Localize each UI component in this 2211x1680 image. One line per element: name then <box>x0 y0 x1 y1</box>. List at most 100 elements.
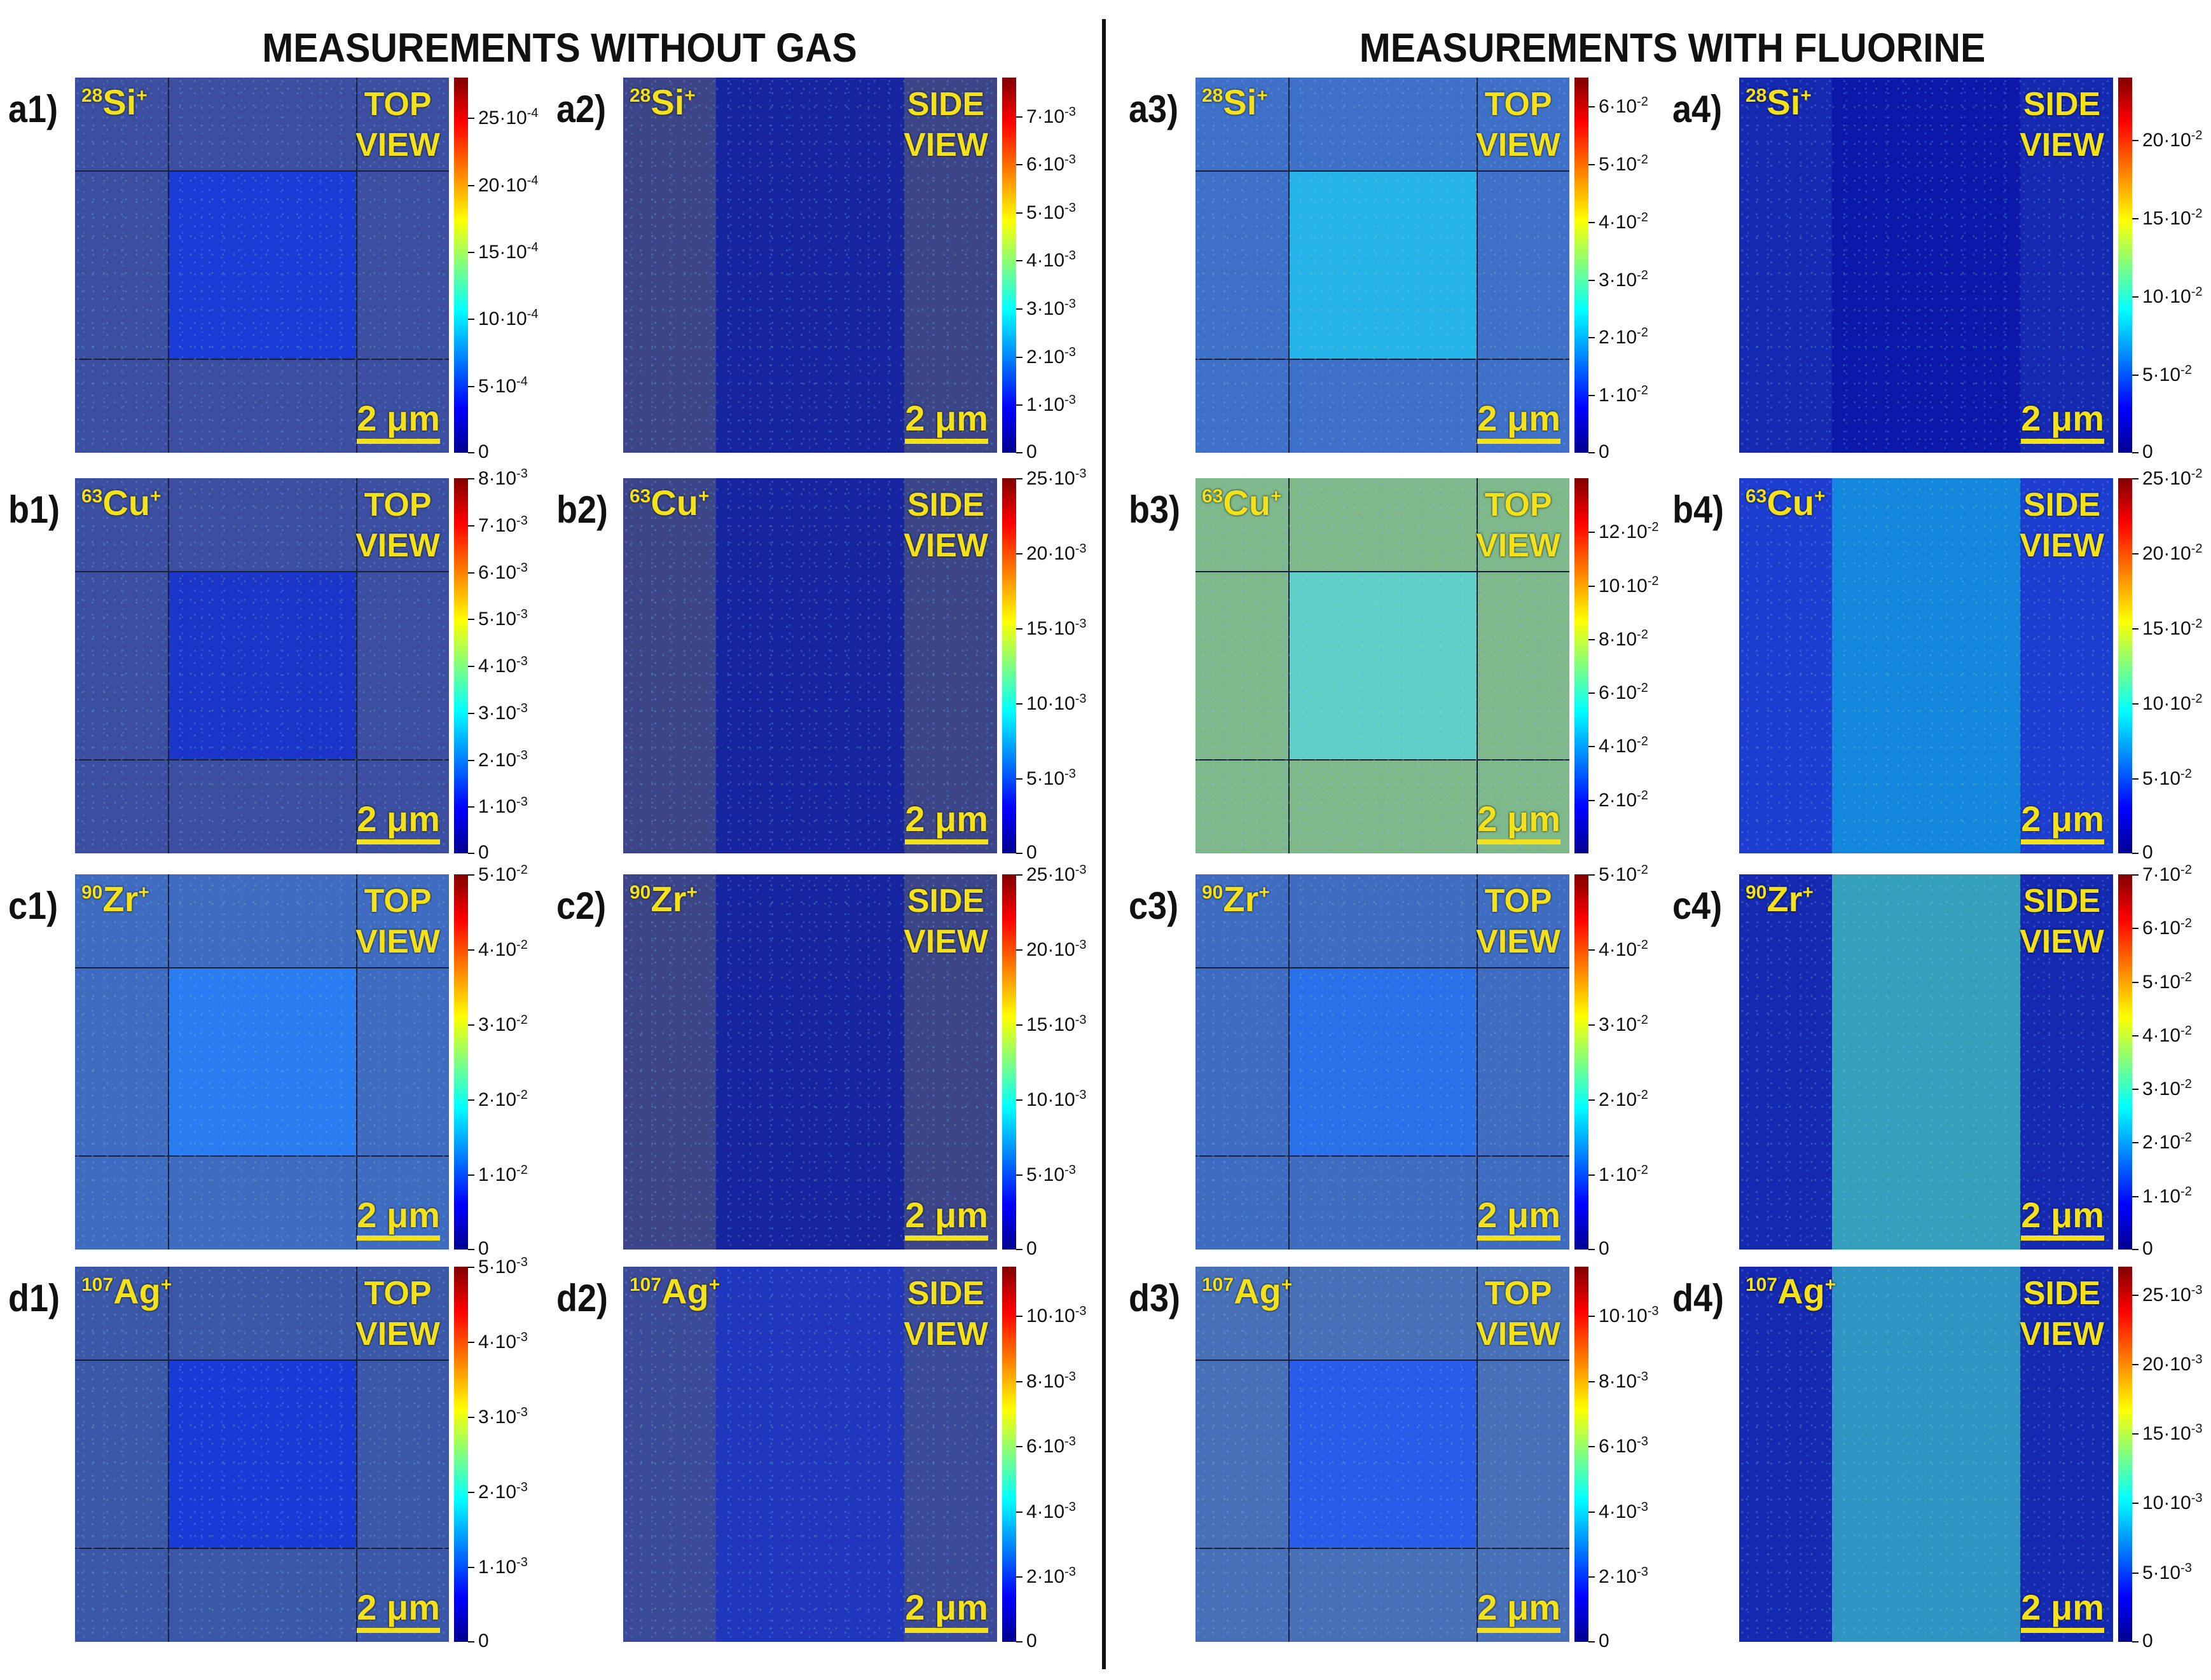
colorbar-tick-a1: 10·10-4 <box>468 307 539 330</box>
colorbar-tick-a3: 6·10-2 <box>1588 95 1648 118</box>
panel-label-b2: b2) <box>556 488 608 531</box>
colorbar-tick-d2: 8·10-3 <box>1016 1370 1076 1393</box>
view-label-b2: SIDE VIEW <box>904 485 988 566</box>
tick-value: 25·10 <box>478 107 527 129</box>
tick-value: 2·10 <box>1599 1566 1637 1588</box>
colorbar-tick-c4: 0 <box>2132 1238 2153 1260</box>
ion-label-d1: 107Ag+ <box>81 1270 172 1312</box>
scale-label: 2 μm <box>2021 1587 2104 1627</box>
ion-charge: + <box>698 486 710 507</box>
colorbar-tick-a1: 5·10-4 <box>468 375 528 397</box>
colorbar-tick-b3: 10·10-2 <box>1588 574 1659 597</box>
tick-exponent: -2 <box>1637 210 1648 224</box>
tick-exponent: -2 <box>1647 520 1659 535</box>
tick-value: 6·10 <box>1599 682 1637 704</box>
scale-bar-b2: 2 μm <box>905 798 988 844</box>
noise-texture <box>623 478 997 853</box>
colorbar-tick-b3: 4·10-2 <box>1588 734 1648 757</box>
panel-label-d2: d2) <box>556 1277 608 1319</box>
ion-mass: 90 <box>81 882 103 903</box>
ion-mass: 90 <box>1746 882 1767 903</box>
scale-line <box>357 1628 440 1633</box>
tick-value: 4·10 <box>2142 1024 2181 1046</box>
noise-texture <box>1195 874 1569 1250</box>
ion-label-b3: 63Cu+ <box>1202 482 1282 523</box>
scale-line <box>2021 439 2104 444</box>
grid-line-h <box>1195 967 1569 968</box>
tick-exponent: -3 <box>516 607 528 622</box>
view-word: VIEW <box>904 923 988 960</box>
tick-exponent: -2 <box>2180 916 2192 931</box>
tick-value: 0 <box>478 842 489 863</box>
tick-exponent: -2 <box>2180 1184 2192 1199</box>
colorbar-c2 <box>1002 874 1016 1250</box>
ion-charge: + <box>1271 486 1282 507</box>
ion-mass: 63 <box>81 486 103 507</box>
colorbar-tick-c4: 6·10-2 <box>2132 916 2192 939</box>
tick-exponent: -3 <box>1064 104 1076 119</box>
tick-value: 10·10 <box>2142 286 2191 308</box>
tick-exponent: -2 <box>1637 1163 1648 1177</box>
panel-label-a4: a4) <box>1672 88 1723 130</box>
noise-texture <box>1739 1267 2113 1642</box>
tick-value: 6·10 <box>1026 154 1065 176</box>
view-label-c1: TOP VIEW <box>355 881 440 962</box>
view-label-a4: SIDE VIEW <box>2020 84 2104 165</box>
map-image-d4: 107Ag+ SIDE VIEW 2 μm <box>1739 1267 2113 1642</box>
tick-value: 0 <box>1026 1238 1037 1259</box>
tick-value: 5·10 <box>478 609 517 630</box>
scale-line <box>905 439 988 444</box>
tick-exponent: -3 <box>1637 1435 1648 1449</box>
tick-exponent: -3 <box>516 560 528 575</box>
colorbar-tick-a4: 15·10-2 <box>2132 207 2203 230</box>
scale-line <box>905 839 988 844</box>
ion-mass: 107 <box>1746 1274 1778 1295</box>
grid-line-v <box>1477 478 1478 853</box>
tick-value: 5·10 <box>1026 1164 1065 1185</box>
analysis-square-b1 <box>168 571 356 759</box>
scale-bar-d1: 2 μm <box>357 1587 440 1633</box>
colorbar-tick-d1: 0 <box>468 1630 489 1652</box>
tick-exponent: -3 <box>2191 1422 2203 1436</box>
colorbar-tick-d2: 6·10-3 <box>1016 1435 1076 1457</box>
colorbar-tick-b3: 6·10-2 <box>1588 681 1648 704</box>
tick-exponent: -3 <box>1064 767 1076 781</box>
grid-line-h <box>75 1548 449 1549</box>
grid-line-h <box>1195 1155 1569 1157</box>
view-label-b3: TOP VIEW <box>1476 485 1560 566</box>
colorbar-tick-d4: 25·10-3 <box>2132 1283 2203 1306</box>
colorbar-c3 <box>1574 874 1588 1250</box>
map-image-a3: 28Si+ TOP VIEW 2 μm <box>1195 78 1569 453</box>
ion-charge: + <box>150 486 162 507</box>
colorbar-b2 <box>1002 478 1016 853</box>
colorbar-tick-b1: 7·10-3 <box>468 514 528 537</box>
tick-value: 2·10 <box>1026 346 1065 368</box>
tick-exponent: -3 <box>1064 1163 1076 1177</box>
tick-exponent: -2 <box>1637 788 1648 802</box>
grid-line-h <box>1195 759 1569 761</box>
analysis-square-d1 <box>168 1360 356 1548</box>
ion-mass: 107 <box>81 1274 114 1295</box>
tick-value: 5·10 <box>2142 1562 2181 1583</box>
tick-value: 8·10 <box>1599 628 1637 650</box>
colorbar-tick-d4: 20·10-3 <box>2132 1353 2203 1375</box>
ion-element: Si <box>1767 82 1801 122</box>
ion-element: Cu <box>651 483 699 523</box>
scale-line <box>1477 439 1560 444</box>
scale-label: 2 μm <box>2021 398 2104 438</box>
ion-charge: + <box>1814 486 1826 507</box>
tick-exponent: -2 <box>2191 128 2203 143</box>
ion-label-c1: 90Zr+ <box>81 878 149 919</box>
colorbar-tick-b1: 6·10-3 <box>468 560 528 584</box>
view-word: VIEW <box>1476 1316 1560 1353</box>
grid-line-h <box>1195 571 1569 572</box>
colorbar-tick-c4: 2·10-2 <box>2132 1131 2192 1153</box>
tick-exponent: -3 <box>516 1405 528 1419</box>
title-without-gas: MEASUREMENTS WITHOUT GAS <box>262 25 857 71</box>
tick-exponent: -3 <box>1064 297 1076 312</box>
colorbar-tick-d2: 2·10-3 <box>1016 1565 1076 1588</box>
ion-mass: 28 <box>81 85 103 106</box>
colorbar-tick-a3: 5·10-2 <box>1588 153 1648 176</box>
ion-element: Si <box>1223 82 1257 122</box>
grid-line-h <box>1195 1360 1569 1361</box>
